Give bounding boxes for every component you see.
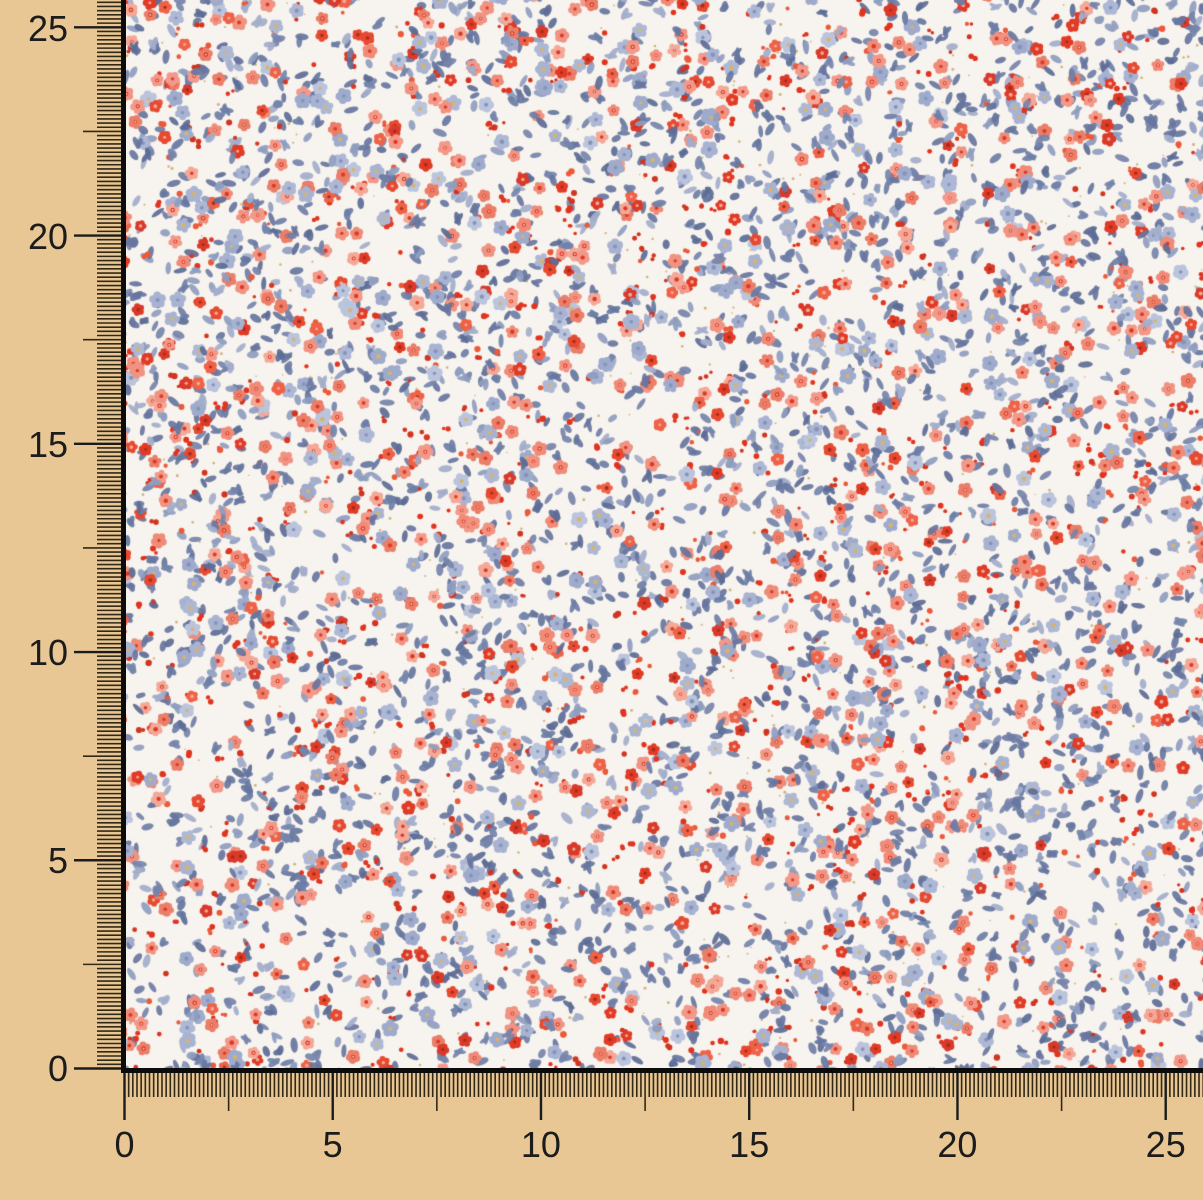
left-ruler-label: 5 — [48, 840, 68, 881]
bottom-ruler-label: 25 — [1146, 1124, 1186, 1165]
bottom-ruler-label: 5 — [323, 1124, 343, 1165]
left-ruler-label: 20 — [28, 216, 68, 257]
fabric-bottom-edge-line — [121, 1068, 1203, 1073]
bottom-ruler-label: 10 — [521, 1124, 561, 1165]
bottom-ruler-label: 15 — [729, 1124, 769, 1165]
ruler-ticks — [74, 1, 1203, 1120]
fabric-swatch — [126, 0, 1203, 1068]
bottom-ruler-labels: 0 5 10 15 20 25 — [114, 1124, 1185, 1165]
left-ruler-labels: 0 5 10 15 20 25 — [28, 8, 68, 1089]
left-ruler-label: 10 — [28, 632, 68, 673]
left-ruler-label: 25 — [28, 8, 68, 49]
left-ruler-label: 0 — [48, 1048, 68, 1089]
bottom-ruler-label: 0 — [114, 1124, 134, 1165]
bottom-ruler-label: 20 — [937, 1124, 977, 1165]
fabric-left-edge-line — [121, 0, 126, 1073]
left-ruler-label: 15 — [28, 424, 68, 465]
